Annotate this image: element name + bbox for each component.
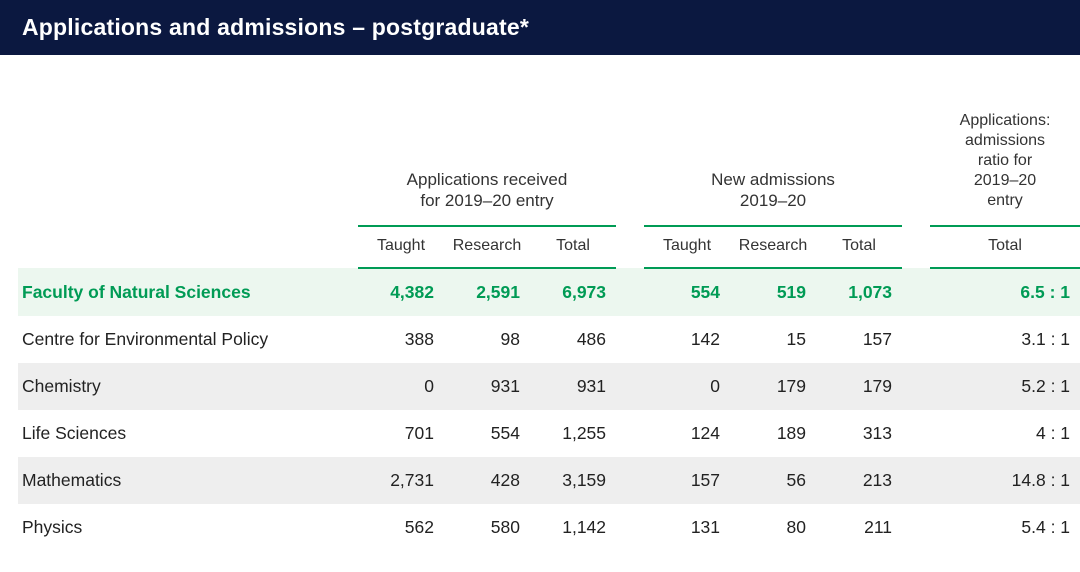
page-title: Applications and admissions – postgradua…	[0, 0, 1080, 55]
cell-apps-research: 554	[444, 410, 530, 457]
cell-ratio: 4 : 1	[930, 410, 1080, 457]
cell-ratio: 6.5 : 1	[930, 268, 1080, 316]
cell-apps-total: 6,973	[530, 268, 616, 316]
cell-adm-taught: 157	[644, 457, 730, 504]
gap	[616, 363, 644, 410]
cell-apps-research: 98	[444, 316, 530, 363]
gap	[902, 363, 930, 410]
row-label: Life Sciences	[18, 410, 358, 457]
cell-apps-research: 2,591	[444, 268, 530, 316]
cell-ratio: 14.8 : 1	[930, 457, 1080, 504]
faculty-row: Faculty of Natural Sciences4,3822,5916,9…	[18, 268, 1080, 316]
table-row: Life Sciences7015541,255 124189313 4 : 1	[18, 410, 1080, 457]
cell-adm-total: 211	[816, 504, 902, 551]
cell-adm-taught: 554	[644, 268, 730, 316]
cell-adm-taught: 124	[644, 410, 730, 457]
col-header-apps-research: Research	[444, 226, 530, 268]
col-header-adm-research: Research	[730, 226, 816, 268]
col-header-adm-total: Total	[816, 226, 902, 268]
sub-header-row: Taught Research Total Taught Research To…	[18, 226, 1080, 268]
cell-apps-taught: 4,382	[358, 268, 444, 316]
table-container: Applications received for 2019–20 entry …	[0, 55, 1080, 551]
col-header-ratio-total: Total	[930, 226, 1080, 268]
gap	[902, 504, 930, 551]
gap	[616, 268, 644, 316]
group-header-ratio: Applications: admissions ratio for 2019–…	[930, 55, 1080, 226]
gap	[616, 504, 644, 551]
cell-adm-total: 213	[816, 457, 902, 504]
gap	[616, 410, 644, 457]
col-header-apps-taught: Taught	[358, 226, 444, 268]
cell-adm-research: 15	[730, 316, 816, 363]
row-label: Centre for Environmental Policy	[18, 316, 358, 363]
cell-adm-taught: 0	[644, 363, 730, 410]
cell-apps-research: 428	[444, 457, 530, 504]
group-header-admissions: New admissions 2019–20	[644, 55, 902, 226]
row-label: Faculty of Natural Sciences	[18, 268, 358, 316]
col-header-apps-total: Total	[530, 226, 616, 268]
cell-ratio: 5.4 : 1	[930, 504, 1080, 551]
table-row: Physics5625801,142 13180211 5.4 : 1	[18, 504, 1080, 551]
cell-adm-research: 179	[730, 363, 816, 410]
gap	[902, 457, 930, 504]
cell-apps-total: 931	[530, 363, 616, 410]
cell-adm-total: 313	[816, 410, 902, 457]
cell-apps-research: 931	[444, 363, 530, 410]
cell-apps-taught: 388	[358, 316, 444, 363]
gap	[902, 268, 930, 316]
cell-adm-taught: 142	[644, 316, 730, 363]
cell-adm-research: 519	[730, 268, 816, 316]
cell-adm-research: 189	[730, 410, 816, 457]
cell-adm-total: 179	[816, 363, 902, 410]
gap	[616, 316, 644, 363]
cell-adm-total: 157	[816, 316, 902, 363]
cell-apps-total: 3,159	[530, 457, 616, 504]
row-label: Mathematics	[18, 457, 358, 504]
admissions-table: Applications received for 2019–20 entry …	[18, 55, 1080, 551]
group-header-row: Applications received for 2019–20 entry …	[18, 55, 1080, 226]
cell-adm-research: 56	[730, 457, 816, 504]
cell-apps-total: 1,142	[530, 504, 616, 551]
col-header-adm-taught: Taught	[644, 226, 730, 268]
table-row: Chemistry093193101791795.2 : 1	[18, 363, 1080, 410]
gap	[616, 457, 644, 504]
cell-apps-taught: 701	[358, 410, 444, 457]
cell-apps-taught: 2,731	[358, 457, 444, 504]
row-label: Physics	[18, 504, 358, 551]
gap	[902, 410, 930, 457]
cell-ratio: 5.2 : 1	[930, 363, 1080, 410]
table-row: Mathematics2,7314283,159 15756213 14.8 : 1	[18, 457, 1080, 504]
cell-adm-research: 80	[730, 504, 816, 551]
table-row: Centre for Environmental Policy38898486 1…	[18, 316, 1080, 363]
row-label: Chemistry	[18, 363, 358, 410]
cell-adm-total: 1,073	[816, 268, 902, 316]
cell-apps-total: 486	[530, 316, 616, 363]
cell-apps-research: 580	[444, 504, 530, 551]
gap	[902, 316, 930, 363]
cell-apps-taught: 0	[358, 363, 444, 410]
cell-apps-total: 1,255	[530, 410, 616, 457]
group-header-applications: Applications received for 2019–20 entry	[358, 55, 616, 226]
table-body: Faculty of Natural Sciences4,3822,5916,9…	[18, 268, 1080, 551]
cell-ratio: 3.1 : 1	[930, 316, 1080, 363]
cell-adm-taught: 131	[644, 504, 730, 551]
cell-apps-taught: 562	[358, 504, 444, 551]
